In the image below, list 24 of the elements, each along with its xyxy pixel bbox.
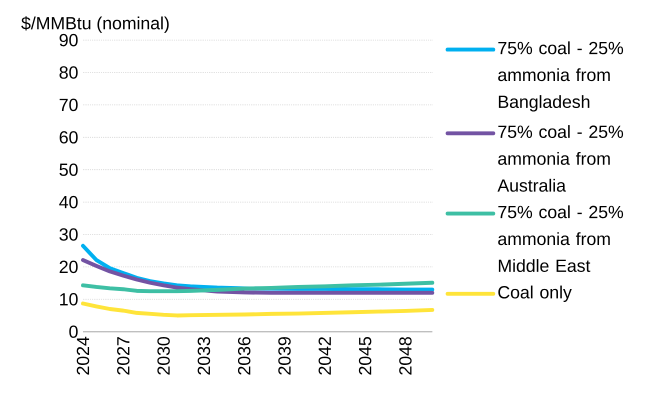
y-tick-label: 70: [60, 98, 78, 112]
x-tick-label: 2048: [399, 336, 412, 374]
y-tick-label: 60: [60, 130, 78, 144]
y-tick-label: 10: [60, 292, 78, 306]
x-tick-label: 2027: [117, 337, 130, 374]
y-tick-label: 0: [69, 325, 78, 338]
x-tick-label: 2036: [238, 336, 250, 374]
x-tick-label: 2042: [318, 337, 332, 374]
x-tick-label: 2033: [198, 336, 210, 374]
x-tick-label: 2045: [358, 336, 372, 374]
y-tick-label: 90: [60, 34, 78, 46]
legend-label: Coal only: [498, 285, 572, 302]
y-tick-label: 40: [59, 196, 78, 208]
y-tick-label: 20: [60, 260, 78, 274]
x-tick-label: 2030: [157, 336, 170, 374]
x-tick-label: 2039: [278, 337, 291, 374]
x-tick-label: 2024: [76, 336, 90, 374]
legend-label: 75% coal - 25% ammonia from Australia: [497, 124, 624, 192]
legend-label: 75% coal - 25% ammonia from Middle East: [498, 205, 624, 272]
y-tick-label: 80: [60, 66, 78, 79]
y-axis-title: $/MMBtu (nominal): [21, 16, 169, 33]
y-tick-label: 50: [59, 163, 78, 176]
y-tick-label: 30: [59, 228, 78, 241]
legend-label: 75% coal - 25% ammonia from Bangladesh: [498, 41, 624, 112]
